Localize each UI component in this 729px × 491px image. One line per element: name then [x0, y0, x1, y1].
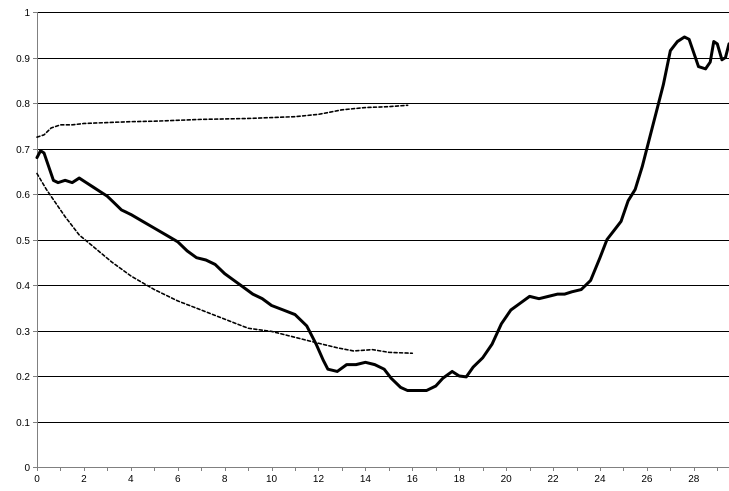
tick-labels: 00.10.20.30.40.50.60.70.80.910 2 4 6 8 10 12 14… — [16, 8, 700, 485]
series-line-3 — [36, 172, 414, 355]
y-tick-label: 0 — [24, 463, 30, 474]
y-tick-label: 0.2 — [16, 372, 30, 383]
y-tick-label: 1 — [24, 8, 30, 19]
series-line-2 — [36, 104, 409, 138]
series-line-1 — [35, 35, 729, 393]
y-tick-label: 0.7 — [16, 145, 30, 156]
y-tick-label: 0.3 — [16, 327, 30, 338]
x-tick-label: 8 — [222, 474, 228, 485]
series-lines — [35, 35, 729, 393]
x-tick-label: 28 — [688, 474, 700, 485]
y-tick-label: 0.9 — [16, 54, 30, 65]
x-tick-label: 20 — [501, 474, 513, 485]
axes — [33, 12, 729, 471]
x-tick-label: 14 — [360, 474, 372, 485]
x-tick-label: 18 — [454, 474, 466, 485]
x-tick-label: 16 — [407, 474, 419, 485]
gridlines — [37, 12, 729, 423]
x-tick-label: 0 — [34, 474, 40, 485]
x-tick-label: 6 — [175, 474, 181, 485]
x-tick-label: 10 — [266, 474, 278, 485]
x-tick-label: 24 — [594, 474, 606, 485]
y-tick-label: 0.1 — [16, 418, 30, 429]
x-tick-label: 12 — [313, 474, 325, 485]
x-tick-label: 26 — [641, 474, 653, 485]
x-tick-label: 2 — [81, 474, 87, 485]
y-tick-label: 0.6 — [16, 190, 30, 201]
x-tick-label: 22 — [548, 474, 560, 485]
y-tick-label: 0.5 — [16, 236, 30, 247]
x-tick-label: 4 — [128, 474, 134, 485]
y-tick-label: 0.8 — [16, 99, 30, 110]
y-tick-label: 0.4 — [16, 281, 30, 292]
